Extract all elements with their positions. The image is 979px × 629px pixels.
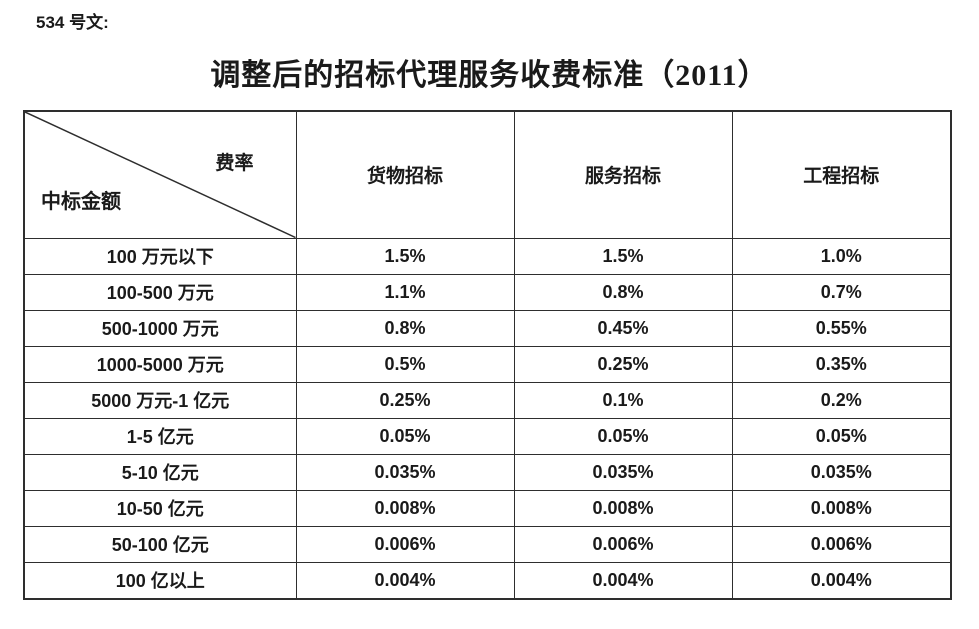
corner-label-rate: 费率	[215, 153, 254, 174]
fee-rate-value: 0.25%	[295, 381, 515, 419]
row-label-amount-range: 100-500 万元	[23, 273, 297, 311]
table-row: 5000 万元-1 亿元 0.25% 0.1% 0.2%	[23, 381, 952, 419]
table-row: 100 亿以上 0.004% 0.004% 0.004%	[23, 561, 952, 600]
row-label-amount-range: 5-10 亿元	[23, 453, 297, 491]
fee-rate-value: 1.0%	[731, 237, 952, 275]
fee-rate-value: 0.004%	[513, 561, 733, 600]
doc-number: 534 号文:	[36, 13, 109, 32]
fee-rate-value: 0.008%	[295, 489, 515, 527]
fee-rate-value: 0.55%	[731, 309, 952, 347]
page-title: 调整后的招标代理服务收费标准（2011）	[210, 59, 769, 92]
corner-label-amount: 中标金额	[41, 190, 121, 213]
fee-rate-value: 0.1%	[513, 381, 733, 419]
table-row: 5-10 亿元 0.035% 0.035% 0.035%	[23, 453, 952, 491]
row-label-amount-range: 100 万元以下	[23, 237, 297, 275]
fee-rate-value: 0.8%	[295, 309, 515, 347]
fee-rate-value: 1.5%	[513, 237, 733, 275]
fee-rate-value: 0.8%	[513, 273, 733, 311]
column-header-goods-bidding: 货物招标	[295, 110, 515, 239]
table-row: 50-100 亿元 0.006% 0.006% 0.006%	[23, 525, 952, 563]
fee-rate-value: 0.45%	[513, 309, 733, 347]
column-header-engineering-bidding: 工程招标	[731, 110, 952, 239]
table-row: 1-5 亿元 0.05% 0.05% 0.05%	[23, 417, 952, 455]
fee-rate-value: 0.7%	[731, 273, 952, 311]
fee-rate-value: 0.006%	[731, 525, 952, 563]
column-header-services-bidding: 服务招标	[513, 110, 733, 239]
table-row: 10-50 亿元 0.008% 0.008% 0.008%	[23, 489, 952, 527]
fee-rate-value: 0.35%	[731, 345, 952, 383]
fee-rate-value: 0.5%	[295, 345, 515, 383]
fee-rate-value: 0.035%	[295, 453, 515, 491]
fee-rate-value: 0.05%	[295, 417, 515, 455]
table-row: 1000-5000 万元 0.5% 0.25% 0.35%	[23, 345, 952, 383]
table-body: 100 万元以下 1.5% 1.5% 1.0% 100-500 万元 1.1% 0.8% 0.…	[23, 237, 952, 600]
fee-rate-value: 1.5%	[295, 237, 515, 275]
fee-rate-value: 0.004%	[731, 561, 952, 600]
row-label-amount-range: 5000 万元-1 亿元	[23, 381, 297, 419]
row-label-amount-range: 100 亿以上	[23, 561, 297, 600]
corner-header-cell: 费率 中标金额	[23, 110, 297, 239]
fee-rate-value: 0.05%	[513, 417, 733, 455]
fee-rate-value: 0.05%	[731, 417, 952, 455]
row-label-amount-range: 50-100 亿元	[23, 525, 297, 563]
row-label-amount-range: 1-5 亿元	[23, 417, 297, 455]
fee-rate-value: 0.25%	[513, 345, 733, 383]
diagonal-line	[25, 112, 296, 238]
fee-rate-value: 0.006%	[513, 525, 733, 563]
fee-rate-value: 0.035%	[731, 453, 952, 491]
fee-rate-value: 0.035%	[513, 453, 733, 491]
fee-rate-value: 0.008%	[731, 489, 952, 527]
fee-table: 费率 中标金额 货物招标 服务招标 工程招标 100 万元以下 1.5% 1.5% 1…	[23, 110, 952, 600]
fee-rate-value: 0.004%	[295, 561, 515, 600]
row-label-amount-range: 500-1000 万元	[23, 309, 297, 347]
table-row: 100 万元以下 1.5% 1.5% 1.0%	[23, 237, 952, 275]
fee-rate-value: 0.2%	[731, 381, 952, 419]
row-label-amount-range: 10-50 亿元	[23, 489, 297, 527]
fee-rate-value: 0.006%	[295, 525, 515, 563]
row-label-amount-range: 1000-5000 万元	[23, 345, 297, 383]
fee-rate-value: 1.1%	[295, 273, 515, 311]
header-row: 费率 中标金额 货物招标 服务招标 工程招标	[23, 110, 952, 239]
fee-rate-value: 0.008%	[513, 489, 733, 527]
table-row: 500-1000 万元 0.8% 0.45% 0.55%	[23, 309, 952, 347]
table-row: 100-500 万元 1.1% 0.8% 0.7%	[23, 273, 952, 311]
